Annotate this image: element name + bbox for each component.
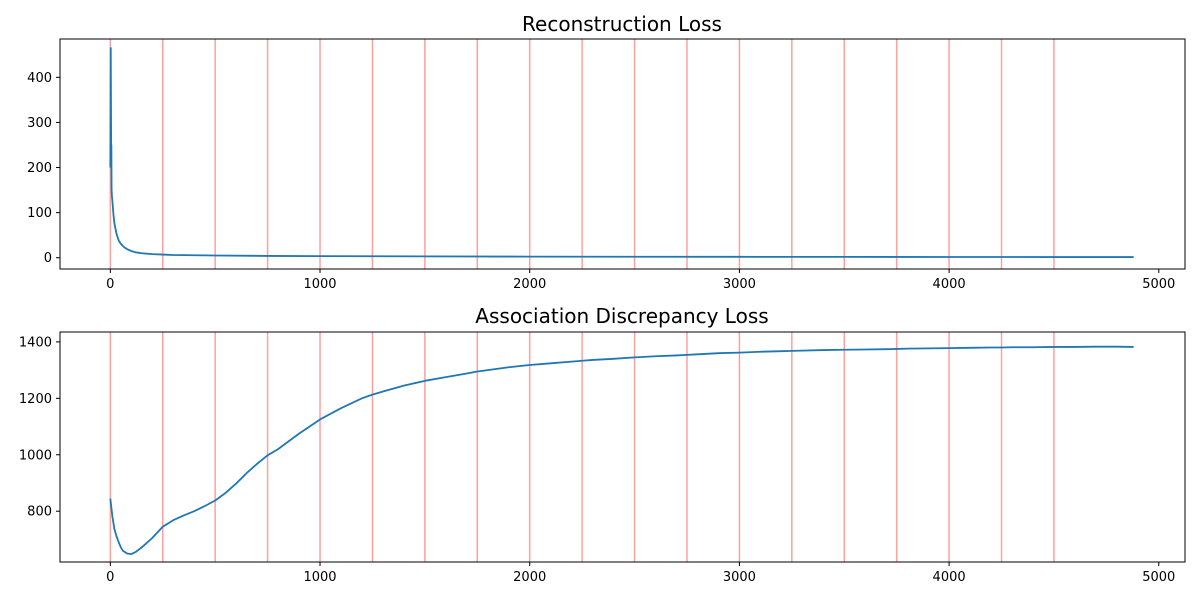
y-tick-label: 300 [27, 116, 52, 131]
y-tick-label: 200 [27, 161, 52, 176]
x-ticks-group: 0 1000 2000 3000 4000 5000 [106, 269, 1175, 292]
x-tick-label: 1000 [303, 570, 336, 585]
subplot-reconstruction-loss: Reconstruction Loss 0 1000 2000 3000 4000 500… [27, 12, 1186, 292]
series-group [109, 345, 1134, 555]
x-tick-label: 5000 [1142, 277, 1175, 292]
axes-frame [59, 38, 1186, 270]
vlines-group [109, 332, 1055, 562]
x-ticks-group: 0 1000 2000 3000 4000 5000 [106, 562, 1175, 585]
y-tick-label: 400 [27, 71, 52, 86]
x-tick-label: 5000 [1142, 570, 1175, 585]
series-line [109, 345, 1134, 555]
x-tick-label: 1000 [303, 277, 336, 292]
x-tick-label: 3000 [723, 277, 756, 292]
series-group [109, 47, 1134, 258]
x-tick-label: 2000 [513, 277, 546, 292]
chart-title: Association Discrepancy Loss [475, 304, 768, 328]
axes-frame [59, 331, 1186, 563]
y-tick-label: 1000 [19, 448, 52, 463]
x-tick-label: 3000 [723, 570, 756, 585]
y-tick-label: 800 [27, 505, 52, 520]
x-tick-label: 0 [106, 570, 114, 585]
x-tick-label: 0 [106, 277, 114, 292]
y-tick-label: 0 [44, 251, 52, 266]
x-tick-label: 2000 [513, 570, 546, 585]
y-ticks-group: 0 100 200 300 400 [27, 71, 60, 266]
series-line [109, 47, 1134, 258]
x-tick-label: 4000 [933, 277, 966, 292]
y-tick-label: 1400 [19, 335, 52, 350]
vlines-group [109, 39, 1055, 269]
chart-title: Reconstruction Loss [522, 12, 722, 36]
y-tick-label: 1200 [19, 392, 52, 407]
y-tick-label: 100 [27, 206, 52, 221]
subplot-association-discrepancy-loss: Association Discrepancy Loss 0 1000 2000 30… [19, 304, 1186, 585]
x-tick-label: 4000 [933, 570, 966, 585]
y-ticks-group: 800 1000 1200 1400 [19, 335, 60, 520]
